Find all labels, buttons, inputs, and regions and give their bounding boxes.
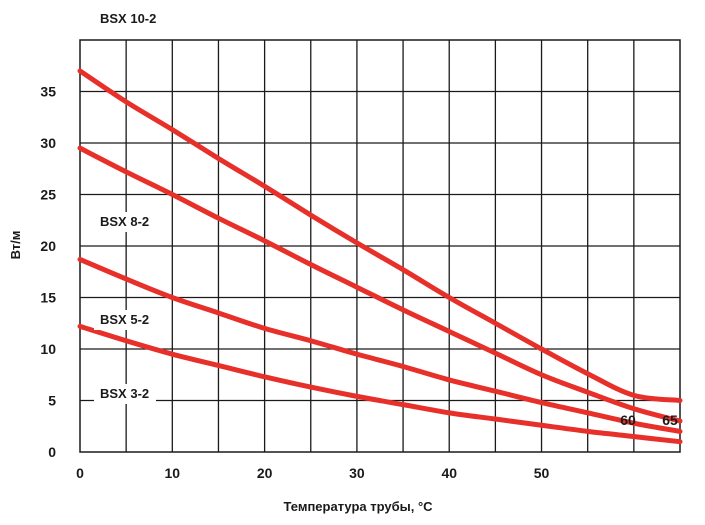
y-tick-labels: 0 5 10 15 20 25 30 35 [40, 84, 56, 461]
series-lines [77, 68, 683, 445]
y-tick-label: 30 [40, 135, 56, 151]
series-label: BSX 10-2 [100, 11, 156, 26]
x-axis-label: Температура трубы, °C [283, 499, 433, 514]
series-line-3 [77, 256, 683, 434]
series-line-4 [77, 323, 683, 445]
y-tick-label: 15 [40, 290, 56, 306]
x-tick-label: 10 [165, 465, 181, 481]
x-tick-label: 40 [441, 465, 457, 481]
series-label-background [94, 212, 156, 232]
x-tick-label: 20 [257, 465, 273, 481]
x-tick-label: 50 [534, 465, 550, 481]
x-tick-label: 30 [349, 465, 365, 481]
series-line-2 [77, 145, 683, 424]
y-tick-label: 25 [40, 187, 56, 203]
series-line-1 [77, 68, 683, 403]
series-label-background [94, 384, 156, 404]
grid [79, 39, 681, 453]
series-label-background [94, 310, 156, 330]
series-label: BSX 8-2 [100, 214, 149, 229]
y-axis-label: Вт/м [8, 231, 23, 260]
x-tick-label: 0 [76, 465, 84, 481]
x-tick-labels: 0 10 20 30 40 50 60 65 [76, 412, 678, 481]
y-tick-label: 0 [48, 444, 56, 460]
series-label: BSX 3-2 [100, 386, 149, 401]
x-tick-label-inner: 65 [662, 412, 678, 428]
x-tick-label-inner: 60 [620, 412, 636, 428]
y-tick-label: 20 [40, 238, 56, 254]
series-label: BSX 5-2 [100, 312, 149, 327]
series-labels: BSX 10-2 BSX 8-2 BSX 5-2 BSX 3-2 [94, 11, 156, 404]
y-tick-label: 5 [48, 393, 56, 409]
y-tick-label: 35 [40, 84, 56, 100]
y-tick-label: 10 [40, 341, 56, 357]
